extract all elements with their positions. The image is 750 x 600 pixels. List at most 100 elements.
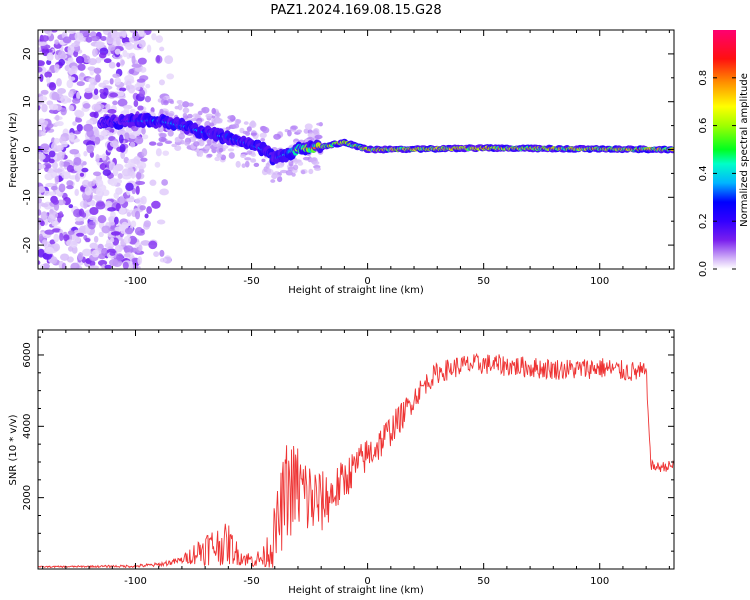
y-tick-label: 2000 [22, 485, 33, 510]
heatmap-cell [38, 60, 45, 67]
heatmap-cell [159, 249, 165, 257]
spectrogram-x-label: Height of straight line (km) [288, 285, 424, 296]
heatmap-cell [45, 182, 55, 188]
heatmap-cell [115, 187, 123, 195]
heatmap-cell [134, 83, 141, 91]
heatmap-cell [63, 234, 70, 242]
heatmap-cell [50, 256, 58, 265]
heatmap-cell [46, 52, 54, 62]
heatmap-cell [109, 140, 119, 148]
heatmap-cell [117, 98, 128, 107]
heatmap-cell [302, 156, 310, 161]
heatmap-cell [300, 169, 306, 175]
heatmap-cell [103, 58, 112, 64]
heatmap-cell [89, 242, 99, 249]
x-tick-label: -50 [243, 576, 259, 587]
heatmap-cell [261, 126, 270, 134]
x-tick-label: 100 [590, 276, 609, 287]
heatmap-cell [134, 210, 141, 220]
heatmap-cell [98, 52, 107, 59]
heatmap-cell [93, 235, 99, 243]
heatmap-cell [91, 249, 100, 258]
heatmap-cell [171, 143, 177, 148]
heatmap-cell [136, 171, 142, 180]
heatmap-cell [232, 123, 240, 129]
heatmap-cell [54, 39, 59, 45]
heatmap-cell [38, 118, 45, 124]
heatmap-cell [84, 186, 92, 196]
heatmap-cell [155, 148, 162, 157]
heatmap-cell [98, 231, 104, 238]
heatmap-cell [75, 236, 81, 243]
heatmap-cell [159, 125, 164, 133]
heatmap-cell [119, 143, 126, 153]
heatmap-cell [68, 132, 75, 141]
heatmap-cell [129, 108, 136, 115]
heatmap-cell [116, 253, 124, 262]
heatmap-cell [38, 260, 41, 265]
heatmap-cell [128, 37, 135, 43]
heatmap-cell [166, 73, 175, 80]
heatmap-cell [93, 88, 99, 96]
heatmap-cell [107, 207, 117, 212]
heatmap-cell [55, 145, 63, 150]
heatmap-cell [93, 171, 102, 177]
heatmap-cell [79, 72, 85, 77]
heatmap-cell [56, 120, 64, 127]
heatmap-cell [102, 169, 112, 176]
heatmap-cell [137, 105, 144, 111]
y-tick-label: 4000 [22, 414, 33, 439]
heatmap-cell [156, 219, 166, 225]
heatmap-cell [59, 253, 70, 261]
heatmap-cell [82, 161, 87, 166]
heatmap-cell [108, 44, 116, 51]
heatmap-cell [94, 136, 101, 145]
heatmap-cell [311, 160, 320, 166]
heatmap-cell [68, 105, 75, 112]
heatmap-cell [40, 131, 46, 137]
heatmap-cell [182, 101, 190, 108]
heatmap-cell [112, 100, 118, 106]
heatmap-cell [116, 62, 121, 68]
heatmap-cell [244, 160, 250, 168]
heatmap-cell [38, 209, 42, 216]
heatmap-cell [159, 108, 164, 115]
heatmap-cell [83, 150, 88, 157]
heatmap-cell [107, 109, 117, 114]
heatmap-cell [56, 78, 62, 87]
y-tick-label: 6000 [22, 342, 33, 367]
heatmap-cell [145, 83, 151, 89]
snr-x-label: Height of straight line (km) [288, 585, 424, 596]
heatmap-cell [51, 142, 58, 151]
colorbar-tick-label: 0.8 [698, 70, 709, 86]
heatmap-cell [95, 187, 103, 197]
heatmap-cell [140, 229, 145, 234]
heatmap-cell [83, 200, 88, 209]
heatmap-cell [135, 185, 140, 195]
heatmap-cell [244, 157, 252, 161]
heatmap-cell [137, 256, 143, 265]
heatmap-cell [205, 113, 214, 119]
heatmap-cell [57, 151, 65, 160]
heatmap-cell [134, 66, 142, 72]
heatmap-cell [101, 247, 109, 257]
heatmap-cell [44, 71, 53, 78]
heatmap-cell [66, 79, 74, 89]
colorbar-tick-label: 0.6 [698, 118, 709, 134]
heatmap-cell [126, 212, 132, 217]
heatmap-cell [110, 237, 115, 243]
y-tick-label: -20 [22, 237, 33, 253]
heatmap-cell [78, 225, 87, 234]
heatmap-cell [206, 153, 213, 158]
heatmap-cell [164, 55, 174, 65]
heatmap-cell [149, 141, 157, 146]
heatmap-cell [66, 180, 74, 187]
heatmap-cell [123, 236, 131, 244]
heatmap-cell [124, 227, 134, 235]
heatmap-cell [66, 30, 77, 35]
heatmap-cell [151, 200, 161, 209]
heatmap-cell [214, 156, 221, 162]
heatmap-cell [38, 202, 42, 211]
heatmap-cell [108, 61, 116, 69]
heatmap-cell [125, 42, 134, 50]
